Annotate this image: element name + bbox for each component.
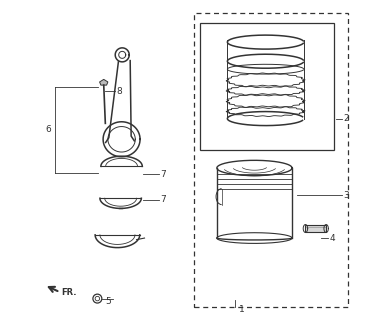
Polygon shape <box>100 79 108 85</box>
Bar <box>200 23 334 150</box>
Bar <box>305 225 326 233</box>
Text: 6: 6 <box>46 125 52 134</box>
Bar <box>194 13 348 307</box>
Text: 5: 5 <box>106 297 111 306</box>
Text: 8: 8 <box>117 87 122 96</box>
Text: 7: 7 <box>160 170 166 179</box>
Text: 7: 7 <box>160 195 166 204</box>
Text: 3: 3 <box>344 190 350 200</box>
Text: 1: 1 <box>239 305 244 314</box>
Text: 2: 2 <box>344 114 349 123</box>
Text: FR.: FR. <box>62 288 77 297</box>
Text: 4: 4 <box>329 234 335 243</box>
